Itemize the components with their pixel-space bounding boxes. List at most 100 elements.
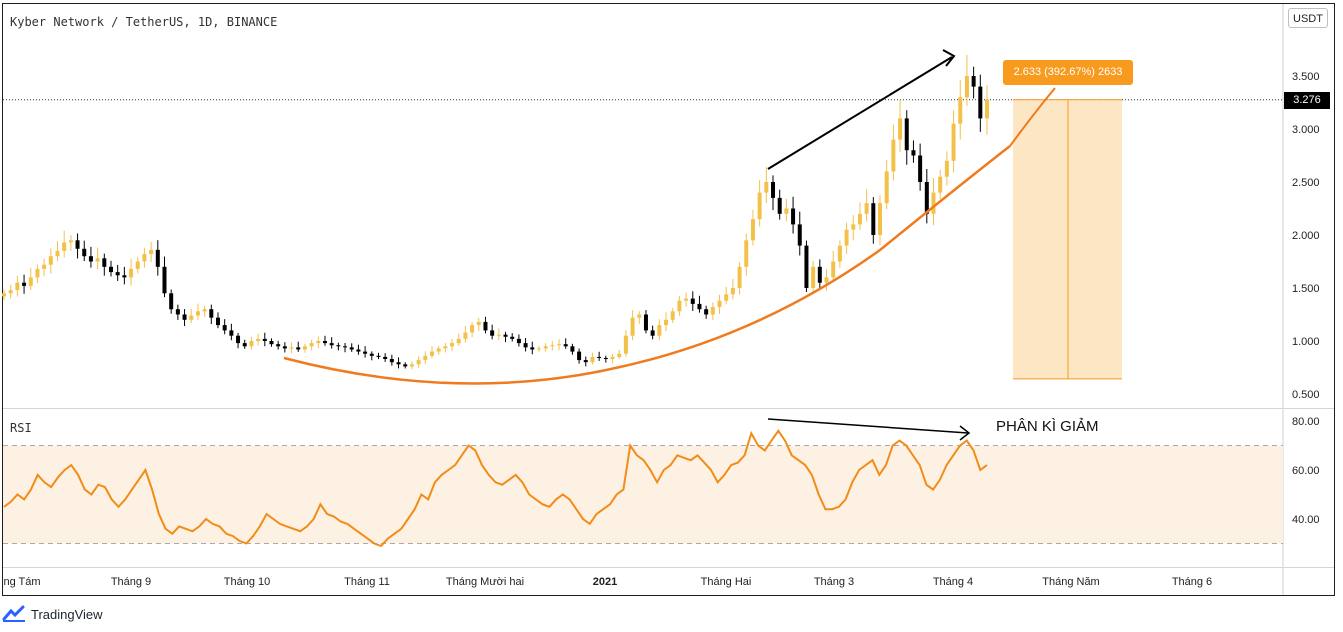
candle-body bbox=[329, 343, 334, 346]
candle-body bbox=[169, 293, 174, 310]
candle-body bbox=[630, 317, 635, 336]
candle-body bbox=[336, 345, 341, 347]
time-tick-label: Tháng 11 bbox=[344, 576, 390, 588]
candle-body bbox=[985, 99, 989, 119]
price-tick-label: 1.000 bbox=[1292, 336, 1320, 348]
candle-body bbox=[771, 182, 776, 198]
candle-body bbox=[857, 213, 862, 225]
candle-body bbox=[911, 150, 916, 156]
candle-body bbox=[142, 254, 147, 262]
candle-body bbox=[242, 343, 247, 347]
candle-body bbox=[978, 86, 983, 119]
candle-body bbox=[871, 203, 876, 235]
candle-body bbox=[804, 245, 809, 288]
measure-label: 2.633 (392.67%) 2633 bbox=[1003, 60, 1133, 85]
price-tick-label: 1.500 bbox=[1292, 283, 1320, 295]
candle-body bbox=[817, 266, 822, 283]
time-tick-label: Tháng 3 bbox=[814, 576, 854, 588]
candle-body bbox=[389, 359, 394, 363]
candle-body bbox=[744, 240, 749, 267]
candle-body bbox=[670, 311, 675, 320]
candle-body bbox=[523, 343, 528, 348]
candle-body bbox=[724, 294, 729, 301]
candle-body bbox=[690, 298, 695, 304]
rsi-tick-label: 40.00 bbox=[1292, 514, 1320, 526]
candle-body bbox=[28, 277, 33, 286]
candle-body bbox=[844, 229, 849, 246]
price-tick-label: 2.500 bbox=[1292, 177, 1320, 189]
candle-body bbox=[737, 266, 742, 288]
candle-body bbox=[971, 76, 976, 87]
candle-body bbox=[664, 319, 669, 326]
candle-body bbox=[677, 300, 682, 312]
candle-body bbox=[129, 268, 134, 278]
candle-body bbox=[35, 268, 40, 278]
candle-body bbox=[757, 192, 762, 220]
candle-body bbox=[543, 346, 548, 349]
price-tick-label: 3.000 bbox=[1292, 124, 1320, 136]
candle-body bbox=[429, 351, 434, 356]
candle-body bbox=[343, 346, 348, 348]
candle-body bbox=[302, 346, 307, 350]
candle-body bbox=[108, 266, 113, 273]
price-tick-label: 0.500 bbox=[1292, 389, 1320, 401]
time-tick-label: Tháng 9 bbox=[111, 576, 151, 588]
candle-body bbox=[48, 256, 53, 265]
candle-body bbox=[2, 293, 6, 297]
candle-body bbox=[122, 275, 127, 278]
candle-body bbox=[831, 261, 836, 278]
brand-logo[interactable]: TradingView bbox=[2, 604, 103, 624]
candle-body bbox=[784, 208, 789, 214]
candle-body bbox=[376, 355, 381, 357]
candle-body bbox=[483, 321, 488, 331]
time-tick-label: Tháng 6 bbox=[1172, 576, 1212, 588]
candle-body bbox=[577, 351, 582, 361]
candle-body bbox=[215, 317, 220, 326]
candle-body bbox=[536, 348, 541, 350]
candle-body bbox=[657, 325, 662, 336]
candle-body bbox=[316, 341, 321, 344]
candle-body bbox=[516, 338, 521, 344]
candle-body bbox=[369, 353, 374, 356]
candle-body bbox=[951, 123, 956, 161]
currency-button[interactable]: USDT bbox=[1288, 8, 1328, 28]
candle-body bbox=[684, 298, 689, 301]
candle-body bbox=[95, 258, 100, 262]
candle-body bbox=[550, 345, 555, 347]
candle-body bbox=[884, 171, 889, 204]
rsi-line bbox=[3, 429, 988, 548]
rsi-band bbox=[3, 445, 1283, 544]
candle-body bbox=[750, 219, 755, 241]
candle-body bbox=[476, 321, 481, 326]
candle-body bbox=[503, 334, 508, 337]
rsi-tick-label: 60.00 bbox=[1292, 465, 1320, 477]
candle-body bbox=[363, 351, 368, 354]
candle-body bbox=[777, 197, 782, 214]
candle-body bbox=[637, 314, 642, 318]
candle-body bbox=[610, 356, 615, 360]
symbol-title: Kyber Network / TetherUS, 1D, BINANCE bbox=[10, 15, 278, 29]
candle-body bbox=[623, 335, 628, 354]
time-tick-label: ng Tám bbox=[3, 576, 40, 588]
time-tick-label: Tháng 4 bbox=[933, 576, 973, 588]
candle-body bbox=[62, 242, 67, 251]
candle-body bbox=[650, 330, 655, 336]
candle-body bbox=[102, 258, 107, 267]
candle-body bbox=[416, 360, 421, 365]
candle-body bbox=[403, 364, 408, 367]
divergence-annotation: PHÂN KÌ GIẢM bbox=[996, 418, 1099, 435]
candle-body bbox=[88, 256, 93, 262]
candle-body bbox=[583, 360, 588, 363]
price-trend-arrow bbox=[767, 56, 953, 170]
candle-body bbox=[570, 346, 575, 352]
candle-body bbox=[262, 338, 267, 341]
candle-body bbox=[904, 118, 909, 151]
candle-body bbox=[797, 224, 802, 246]
candle-body bbox=[423, 355, 428, 361]
tradingview-icon bbox=[2, 605, 25, 622]
candle-body bbox=[383, 356, 388, 360]
candle-body bbox=[617, 353, 622, 357]
candle-body bbox=[409, 364, 414, 367]
candle-body bbox=[209, 309, 214, 318]
candle-body bbox=[964, 76, 969, 98]
